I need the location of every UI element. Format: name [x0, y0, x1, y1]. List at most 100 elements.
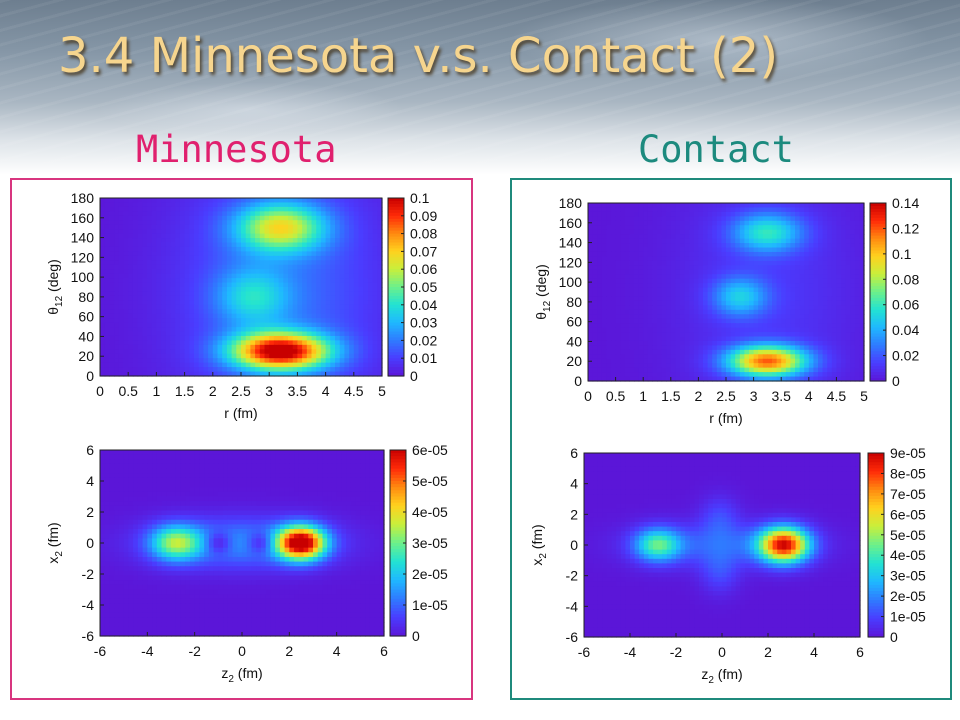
heatmap-cell [147, 594, 153, 600]
heatmap-cell [369, 552, 376, 558]
heatmap-cell [123, 358, 129, 364]
heatmap-cell [303, 487, 309, 493]
heatmap-cell [377, 215, 383, 221]
heatmap-cell [339, 229, 345, 235]
heatmap-cell [269, 309, 275, 315]
heatmap-cell [152, 566, 158, 572]
heatmap-cell [151, 344, 157, 350]
heatmap-cell [198, 238, 204, 244]
heatmap-cell [170, 206, 176, 212]
heatmap-cell [330, 313, 336, 319]
heatmap-cell [165, 224, 172, 230]
heatmap-cell [284, 463, 290, 470]
heatmap-cell [358, 229, 364, 235]
heatmap-cell [349, 353, 355, 359]
heatmap-cell [341, 631, 347, 637]
heatmap-cell [255, 335, 261, 341]
heatmap-cell [128, 594, 134, 600]
heatmap-cell [349, 340, 355, 346]
heatmap-cell [289, 603, 295, 609]
heatmap-cell [222, 291, 228, 297]
heatmap-cell [246, 543, 253, 549]
heatmap-cell [298, 473, 305, 479]
heatmap-cell [109, 322, 115, 328]
heatmap-cell [341, 561, 347, 567]
y-tick-label: 4 [86, 473, 94, 489]
heatmap-cell [330, 273, 336, 279]
heatmap-cell [298, 538, 305, 544]
heatmap-cell [242, 450, 248, 456]
heatmap-cell [260, 612, 267, 618]
heatmap-cell [265, 463, 271, 470]
heatmap-cell [147, 353, 153, 359]
heatmap-cell [255, 215, 261, 221]
heatmap-cell [194, 622, 200, 628]
heatmap-cell [156, 220, 162, 226]
heatmap-cell [379, 477, 385, 484]
colorbar-step [390, 465, 406, 470]
heatmap-cell [303, 538, 309, 544]
heatmap-cell [123, 515, 129, 521]
heatmap-cell [265, 622, 271, 628]
heatmap-cell [344, 242, 350, 248]
heatmap-cell [270, 487, 276, 493]
heatmap-cell [194, 251, 200, 257]
heatmap-cell [259, 278, 266, 284]
heatmap-cell [236, 264, 242, 270]
heatmap-cell [251, 491, 257, 498]
heatmap-cell [327, 547, 333, 553]
heatmap-cell [260, 617, 267, 623]
heatmap-cell [204, 505, 210, 512]
heatmap-cell [294, 561, 300, 567]
heatmap-cell [194, 450, 200, 456]
heatmap-cell [175, 575, 182, 581]
heatmap-cell [217, 327, 223, 333]
heatmap-cell [331, 510, 338, 516]
heatmap-cell [308, 626, 314, 632]
heatmap-cell [208, 295, 214, 301]
heatmap-cell [242, 617, 248, 623]
heatmap-cell [379, 519, 385, 525]
heatmap-cell [199, 612, 205, 618]
heatmap-cell [142, 529, 148, 535]
heatmap-cell [241, 206, 247, 212]
heatmap-cell [264, 278, 270, 284]
heatmap-cell [242, 580, 248, 586]
heatmap-cell [339, 327, 345, 333]
heatmap-cell [317, 566, 324, 572]
heatmap-cell [175, 622, 182, 628]
heatmap-cell [171, 631, 177, 637]
heatmap-cell [264, 260, 270, 266]
heatmap-cell [327, 575, 333, 581]
heatmap-cell [331, 482, 338, 488]
heatmap-cell [142, 594, 148, 600]
heatmap-cell [320, 215, 327, 221]
heatmap-cell [237, 459, 243, 465]
heatmap-cell [161, 487, 167, 493]
heatmap-cell [360, 533, 366, 539]
heatmap-cell [147, 552, 153, 558]
heatmap-cell [322, 468, 328, 474]
heatmap-cell [166, 612, 172, 618]
heatmap-cell [270, 589, 276, 595]
heatmap-cell [156, 584, 163, 591]
heatmap-cell [208, 251, 214, 257]
heatmap-cell [278, 367, 284, 373]
heatmap-cell [175, 300, 181, 306]
heatmap-cell [170, 238, 176, 244]
heatmap-cell [189, 547, 196, 553]
heatmap-cell [365, 543, 371, 549]
heatmap-cell [179, 246, 186, 252]
heatmap-cell [273, 304, 280, 310]
heatmap-cell [327, 612, 333, 618]
heatmap-cell [313, 501, 319, 507]
heatmap-cell [170, 251, 176, 257]
heatmap-cell [179, 238, 186, 244]
heatmap-cell [128, 242, 134, 248]
heatmap-cell [320, 335, 327, 341]
heatmap-cell [264, 353, 270, 359]
heatmap-cell [374, 584, 380, 591]
heatmap-cell [218, 631, 224, 637]
heatmap-cell [259, 220, 266, 226]
heatmap-cell [171, 533, 177, 539]
